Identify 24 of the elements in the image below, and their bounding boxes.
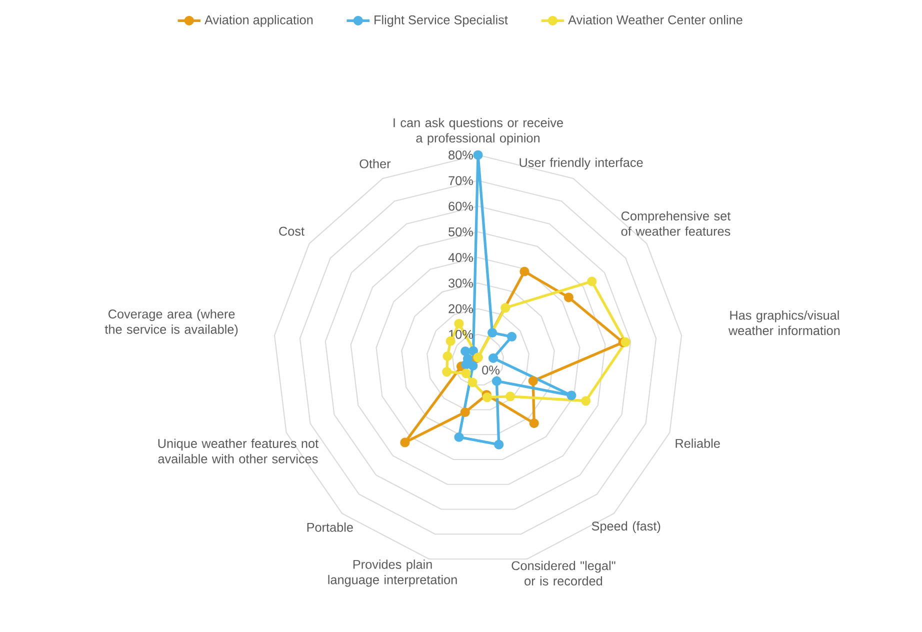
- spoke-label: Other: [360, 158, 391, 168]
- legend-label: Flight Service Specialist: [374, 15, 508, 27]
- y-tick-label: 60%: [448, 202, 473, 211]
- spoke-label: Considered "legal" or is recorded: [512, 560, 616, 586]
- spoke-label: Unique weather features not available with other services: [158, 438, 318, 464]
- y-tick-label: 20%: [448, 304, 473, 314]
- y-tick-label: 80%: [448, 150, 473, 160]
- spoke-label: Has graphics/visual weather information: [728, 310, 840, 336]
- y-tick-label: 50%: [448, 227, 473, 236]
- spoke-label: Provides plain language interpretation: [328, 560, 457, 587]
- spoke-label: Speed (fast): [592, 521, 660, 534]
- spoke-label: Coverage area (where the service is available): [104, 309, 238, 336]
- spoke-label: I can ask questions or receive a professional opinion: [394, 118, 563, 146]
- legend-label: Aviation Weather Center online: [568, 15, 742, 24]
- y-tick-label: 40%: [448, 253, 473, 262]
- spoke-label: Reliable: [676, 438, 720, 448]
- spoke-label: Cost: [279, 226, 304, 236]
- spoke-label: Comprehensive set of weather features: [621, 211, 731, 236]
- y-tick-label: 70%: [448, 176, 473, 186]
- y-tick-label: 30%: [448, 278, 473, 288]
- y-tick-label: 0%: [482, 366, 500, 375]
- spoke-label: Portable: [307, 522, 353, 532]
- spoke-label: User friendly interface: [520, 158, 643, 170]
- legend-label: Aviation application: [204, 15, 313, 27]
